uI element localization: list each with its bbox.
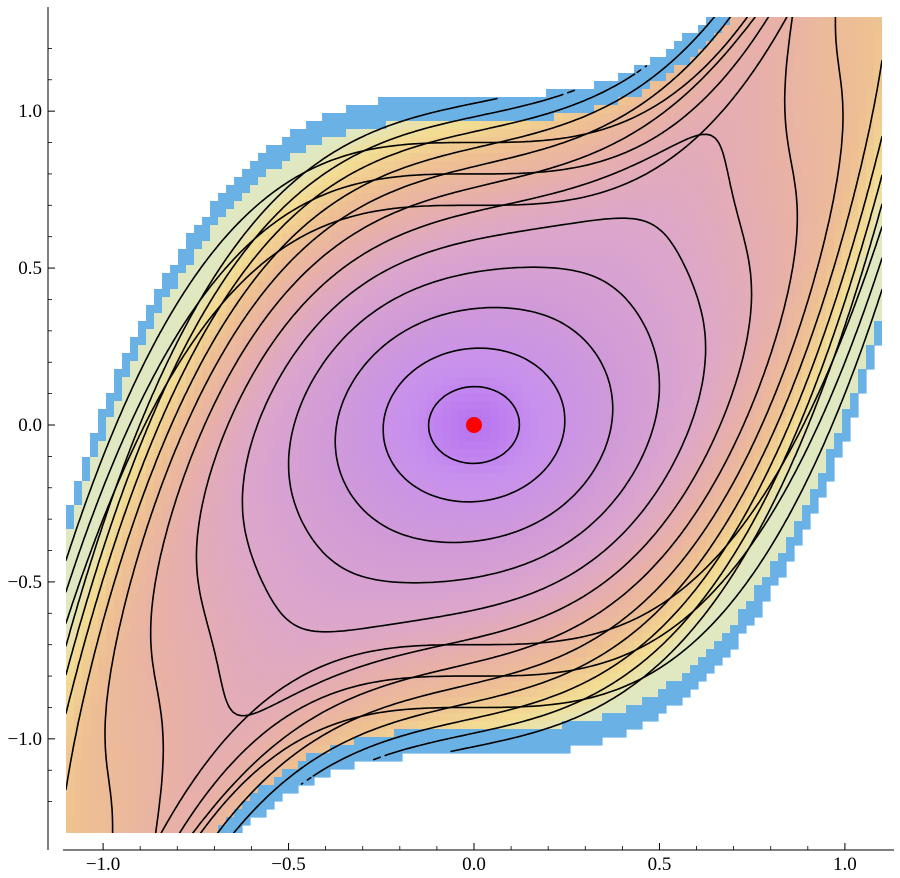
x-tick-label: −1.0 xyxy=(86,854,120,875)
y-tick-label: 0.5 xyxy=(18,258,42,279)
x-tick-label: 0.5 xyxy=(648,854,672,875)
outer-contour-line-1 xyxy=(66,17,882,833)
y-tick-label: 0.0 xyxy=(18,415,42,436)
x-tick-label: 1.0 xyxy=(833,854,857,875)
contour-line-2 xyxy=(382,347,566,503)
marker-layer xyxy=(466,417,482,433)
outer-contour-line-2 xyxy=(66,17,882,833)
contour-line-8 xyxy=(104,17,844,833)
contour-fill-layer xyxy=(66,17,882,833)
x-tick-label: −0.5 xyxy=(271,854,305,875)
axes: −1.0 −0.5 0.0 0.5 1.0 −1.0 −0.5 0.0 0.5 1.0 xyxy=(8,7,894,875)
contour-line-5 xyxy=(241,217,707,633)
x-tick-label: 0.0 xyxy=(462,854,486,875)
contour-line-9 xyxy=(66,17,882,833)
contour-line-7 xyxy=(149,17,799,833)
contour-line-6 xyxy=(195,133,753,717)
contour-line-1 xyxy=(427,385,521,465)
contour-line-4 xyxy=(287,266,661,584)
y-tick-label: 1.0 xyxy=(18,101,42,122)
y-tick-label: −0.5 xyxy=(8,572,42,593)
outer-contour-line-3 xyxy=(66,17,882,833)
contour-line-layer xyxy=(66,17,882,833)
contour-line-3 xyxy=(334,306,614,544)
y-tick-label: −1.0 xyxy=(8,729,42,750)
marked-point xyxy=(466,417,482,433)
